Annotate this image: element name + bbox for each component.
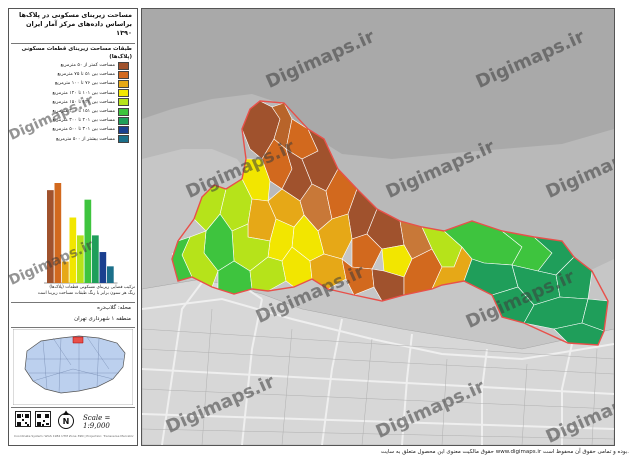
legend-swatch: [118, 79, 129, 88]
scale-text: Scale = 1:9,000: [83, 414, 111, 430]
legend-item: مساحت بین ۵۱ تا ۷۵ مترمربع: [11, 70, 135, 79]
legend-item-label: مساحت کمتر از ۵۰ مترمربع: [60, 63, 115, 69]
legend-item-label: مساحت بین ۷۶ تا ۱۰۰ مترمربع: [54, 81, 115, 87]
histogram-bar: [54, 183, 62, 283]
bottom-info-box: N Scale = 1:9,000 Coordinate System: WGS…: [11, 407, 135, 442]
neighbourhood-boundary: [171, 100, 609, 346]
legend-swatch: [118, 116, 129, 125]
legend: طبقات مساحت زیربنای قطعات مسکونی (پلاک‌ه…: [11, 45, 135, 144]
legend-item: مساحت بین ۷۶ تا ۱۰۰ مترمربع: [11, 79, 135, 88]
histogram-bar: [92, 235, 99, 283]
legend-item: مساحت بین ۱۲۱ تا ۱۵۰ مترمربع: [11, 98, 135, 107]
histogram-caption-line1: ترکیب فضایی زیربنای مسکونی قطعات (پلاک‌ه…: [49, 285, 135, 290]
parcel: [351, 233, 383, 270]
legend-swatch: [118, 98, 129, 107]
legend-item-label: مساحت بین ۱۰۱ تا ۱۲۰ مترمربع: [52, 90, 115, 96]
map-title-box: مساحت زیربنای مسکونی در پلاک‌ها براساس د…: [11, 11, 135, 44]
minor-streets: [142, 308, 614, 445]
map-canvas: [142, 9, 614, 445]
legend-swatch: [118, 107, 129, 116]
district-box: محله: گلاب‌دره منطقه ۱ شهرداری تهران: [11, 302, 135, 328]
legend-item-label: مساحت بین ۳۰۱ تا ۵۰۰ مترمربع: [52, 127, 115, 133]
histogram-bar: [69, 217, 77, 283]
selected-district-marker: [72, 336, 84, 344]
map-title-line2: براساس داده‌های مرکز آمار ایران ۱۳۹۰: [25, 20, 132, 37]
location-inset-map: [13, 329, 133, 405]
copyright-footer: حقوق مالکیت معنوی این محصول متعلق به سای…: [380, 449, 629, 455]
map-title-line1: مساحت زیربنای مسکونی در پلاک‌ها: [19, 11, 132, 19]
legend-swatch: [118, 135, 129, 144]
north-letter: N: [63, 417, 70, 426]
legend-item: مساحت بین ۱۵۱ تا ۲۰۰ مترمربع: [11, 107, 135, 116]
legend-item: مساحت کمتر از ۵۰ مترمربع: [11, 61, 135, 70]
legend-panel: مساحت زیربنای مسکونی در پلاک‌ها براساس د…: [8, 8, 138, 446]
legend-item: مساحت بیشتر از ۵۰۰ مترمربع: [11, 135, 135, 144]
histogram-bar: [77, 235, 84, 283]
legend-list: مساحت کمتر از ۵۰ مترمربع مساحت بین ۵۱ تا …: [11, 61, 135, 144]
residential-parcels: [171, 100, 609, 346]
district-name: محله: گلاب‌دره: [97, 305, 131, 311]
parcel: [555, 256, 593, 300]
qr-code-icon-2: [35, 411, 51, 427]
qr-code-icon: [15, 411, 31, 427]
legend-item-label: مساحت بیشتر از ۵۰۰ مترمربع: [55, 136, 115, 142]
map-frame: Digimaps.ir Digimaps.ir Digimaps.ir Digi…: [141, 8, 615, 446]
histogram-bar: [107, 266, 114, 283]
legend-swatch: [118, 125, 129, 134]
legend-swatch: [118, 61, 129, 70]
coordinate-credits: Coordinate System: WGS 1984 UTM Zone 39N…: [14, 434, 134, 438]
legend-item-label: مساحت بین ۲۰۱ تا ۳۰۰ مترمربع: [52, 118, 115, 124]
legend-item: مساحت بین ۱۰۱ تا ۱۲۰ مترمربع: [11, 89, 135, 98]
legend-item-label: مساحت بین ۱۵۱ تا ۲۰۰ مترمربع: [52, 109, 115, 115]
legend-item: مساحت بین ۲۰۱ تا ۳۰۰ مترمربع: [11, 116, 135, 125]
district-region: منطقه ۱ شهرداری تهران: [74, 316, 131, 322]
histogram-bar: [99, 252, 107, 283]
histogram-bar: [84, 199, 92, 283]
legend-item-label: مساحت بین ۵۱ تا ۷۵ مترمربع: [57, 72, 115, 78]
legend-item-label: مساحت بین ۱۲۱ تا ۱۵۰ مترمربع: [52, 99, 115, 105]
legend-swatch: [118, 70, 129, 79]
upper-mountain-area: [142, 9, 614, 159]
north-arrow-icon: N: [58, 410, 74, 429]
histogram-chart: [44, 183, 118, 284]
histogram-bar: [62, 261, 69, 283]
legend-item: مساحت بین ۳۰۱ تا ۵۰۰ مترمربع: [11, 125, 135, 134]
legend-title: طبقات مساحت زیربنای قطعات مسکونی (پلاک‌ه…: [21, 46, 133, 60]
legend-swatch: [118, 89, 129, 98]
histogram-caption: ترکیب فضایی زیربنای مسکونی قطعات (پلاک‌ه…: [17, 285, 135, 297]
histogram-caption-line2: رنگ هر ستون برابر با رنگ طبقات مساحت زیر…: [37, 291, 135, 296]
histogram-bar: [47, 190, 54, 283]
